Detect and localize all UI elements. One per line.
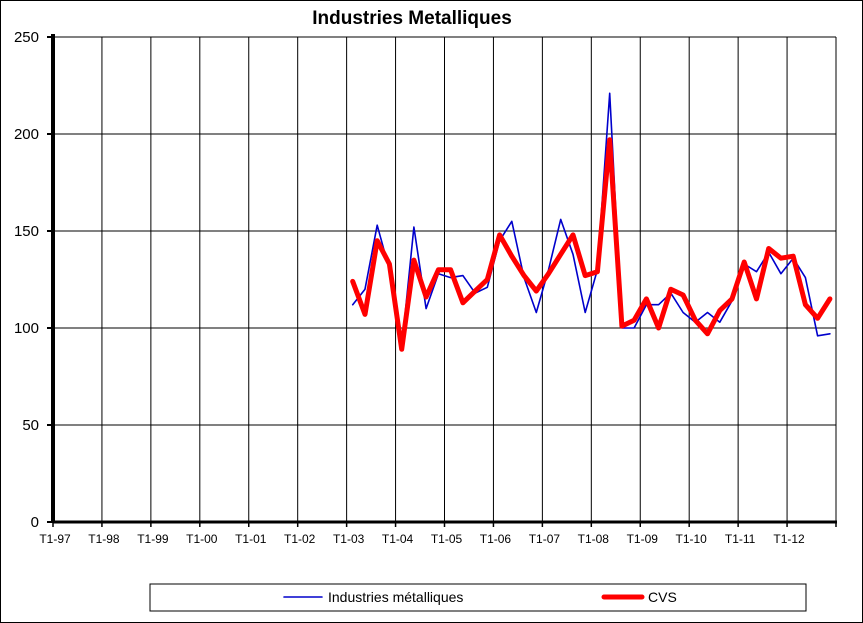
x-tick-label: T1-00 — [186, 532, 218, 546]
x-tick-label: T1-01 — [235, 532, 267, 546]
x-tick-label: T1-04 — [382, 532, 414, 546]
legend: Industries métalliques CVS — [149, 583, 807, 612]
y-tick-label: 50 — [22, 417, 39, 434]
legend-items: Industries métalliques CVS — [283, 589, 677, 605]
x-tick-label: T1-98 — [88, 532, 120, 546]
x-tick-label: T1-03 — [333, 532, 365, 546]
x-tick-label: T1-12 — [773, 532, 805, 546]
series-layer — [350, 92, 833, 352]
y-tick-label: 200 — [14, 126, 39, 143]
legend-box — [149, 583, 807, 612]
series-line-cvs — [350, 137, 833, 352]
x-tick-label: T1-11 — [725, 532, 756, 546]
x-tick-label: T1-99 — [137, 532, 169, 546]
x-tick-label: T1-05 — [431, 532, 463, 546]
axes: 0 50 100 150 200 250 T1-97 T1-98 T1-99 T1-00 T1-01… — [14, 29, 837, 546]
legend-label: Industries métalliques — [328, 589, 463, 605]
series-line-raw — [351, 92, 831, 349]
y-tick-label: 0 — [31, 514, 39, 531]
grid — [53, 36, 837, 522]
chart-title: Industries Metalliques — [312, 8, 512, 29]
x-tick-label: T1-08 — [578, 532, 610, 546]
y-tick-label: 250 — [14, 29, 39, 46]
x-tick-label: T1-02 — [284, 532, 316, 546]
x-tick-label: T1-06 — [480, 532, 512, 546]
y-tick-label: 150 — [14, 223, 39, 240]
x-tick-label: T1-09 — [627, 532, 659, 546]
x-tick-label: T1-10 — [676, 532, 708, 546]
x-tick-label: T1-07 — [529, 532, 561, 546]
y-tick-label: 100 — [14, 320, 39, 337]
legend-label: CVS — [648, 589, 677, 605]
x-tick-label: T1-97 — [39, 532, 71, 546]
